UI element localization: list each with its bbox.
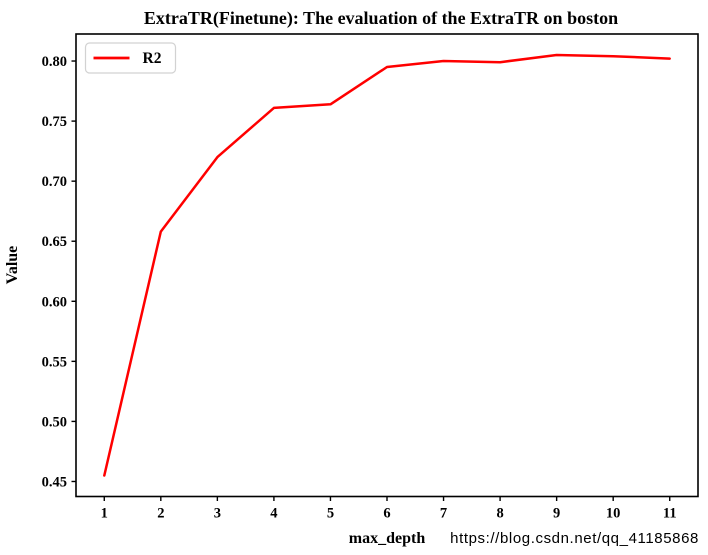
axes-layer: 1 2 3 4 5 6 7 8 9 10 11 0.45 0.50 0.55 0.60 0.65 0.70 0.7… — [42, 33, 699, 522]
x-tick-label: 9 — [553, 506, 560, 522]
y-tick-label: 0.60 — [42, 294, 67, 310]
legend-box — [84, 42, 177, 74]
x-tick-label: 1 — [101, 506, 108, 522]
x-tick-label: 11 — [663, 506, 677, 522]
y-tick-label: 0.55 — [42, 354, 67, 370]
chart-title: ExtraTR(Finetune): The evaluation of the… — [144, 8, 618, 29]
y-tick-label: 0.80 — [42, 54, 67, 70]
x-tick-label: 7 — [440, 506, 447, 522]
y-tick-label: 0.65 — [42, 234, 67, 250]
x-axis-label: max_depth — [349, 530, 426, 547]
y-tick-label: 0.45 — [42, 474, 67, 490]
legend-label: R2 — [143, 50, 162, 67]
legend: R2 — [84, 42, 177, 74]
x-tick-label: 5 — [327, 506, 334, 522]
y-tick-label: 0.50 — [42, 414, 67, 430]
plot-border — [75, 33, 699, 498]
x-tick-label: 4 — [270, 506, 277, 522]
x-tick-label: 6 — [383, 506, 390, 522]
x-tick-label: 8 — [496, 506, 503, 522]
y-tick-label: 0.70 — [42, 174, 67, 190]
x-tick-label: 3 — [214, 506, 221, 522]
watermark: https://blog.csdn.net/qq_41185868 — [450, 530, 699, 547]
series-layer — [103, 53, 671, 477]
y-tick-label: 0.75 — [42, 114, 67, 130]
x-tick-label: 2 — [157, 506, 164, 522]
x-tick-label: 10 — [606, 506, 621, 522]
y-axis-label: Value — [4, 246, 21, 285]
r2-line — [103, 53, 671, 477]
